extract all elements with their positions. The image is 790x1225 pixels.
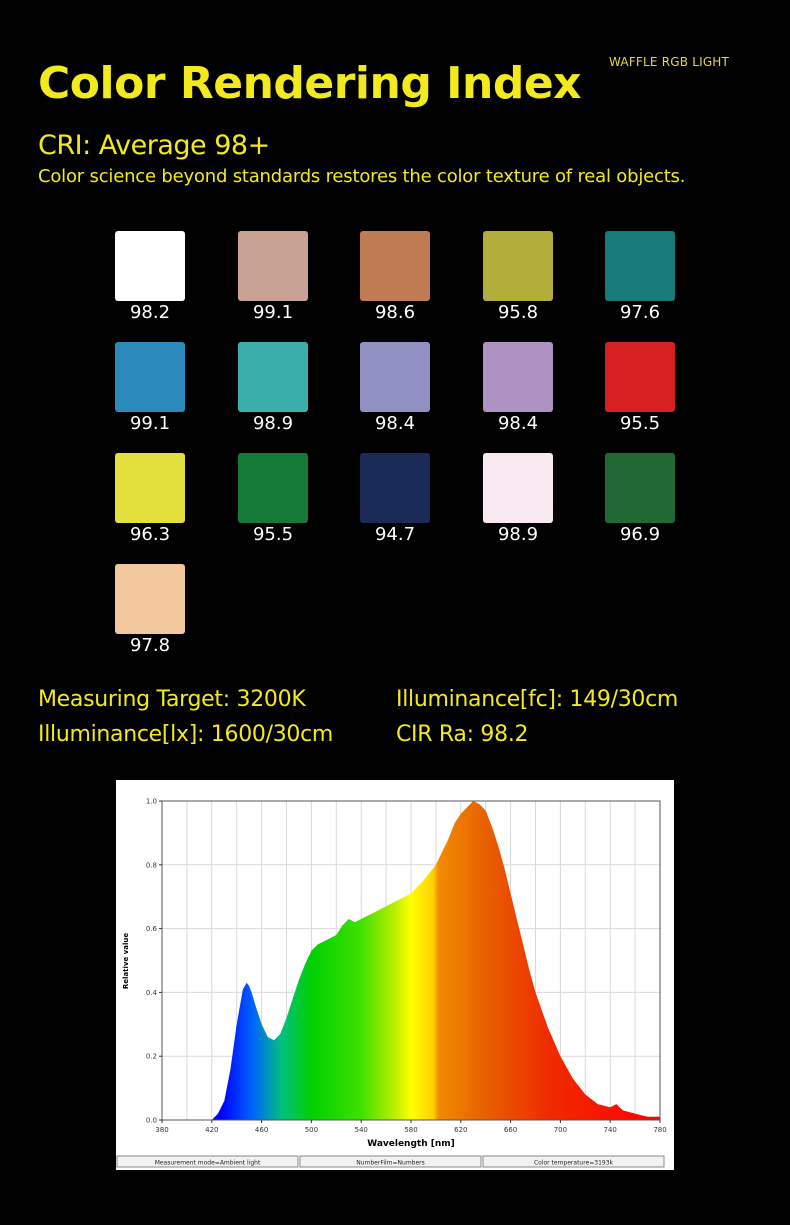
x-tick-label: 780 xyxy=(653,1126,666,1134)
cri-value: 97.8 xyxy=(129,635,171,656)
cri-value: 98.2 xyxy=(129,302,171,323)
spectrum-chart: 380 420 460 500 540 580 620 660 700 740 780 0.0 0.2 0… xyxy=(116,780,674,1170)
color-swatch xyxy=(238,231,308,301)
color-swatch xyxy=(115,342,185,412)
x-tick-label: 380 xyxy=(155,1126,168,1134)
y-tick-label: 1.0 xyxy=(146,798,157,806)
swatch-item: 98.4 xyxy=(473,342,563,442)
cri-value: 96.9 xyxy=(619,524,661,545)
swatch-item: 95.8 xyxy=(473,231,563,331)
x-tick-label: 420 xyxy=(205,1126,218,1134)
cri-value: 94.7 xyxy=(374,524,416,545)
cri-value: 98.9 xyxy=(252,413,294,434)
spectrum-chart-svg: 380 420 460 500 540 580 620 660 700 740 780 0.0 0.2 0… xyxy=(116,798,667,1168)
swatch-item: 98.6 xyxy=(350,231,440,331)
swatch-grid: 98.2 99.1 98.6 95.8 97.6 99.1 98.9 98.4 98.4 95.5… xyxy=(105,231,685,664)
footer-label: NumberFilm=Numbers xyxy=(356,1160,425,1167)
y-tick-label: 0.0 xyxy=(146,1117,157,1125)
cri-value: 98.6 xyxy=(374,302,416,323)
cri-value: 95.8 xyxy=(497,302,539,323)
x-tick-label: 500 xyxy=(305,1126,318,1134)
color-swatch xyxy=(238,342,308,412)
cri-value: 99.1 xyxy=(252,302,294,323)
footer-box xyxy=(299,1155,482,1168)
x-tick-label: 580 xyxy=(404,1126,417,1134)
cri-value: 98.9 xyxy=(497,524,539,545)
swatch-item: 97.8 xyxy=(105,564,195,664)
cri-value: 95.5 xyxy=(252,524,294,545)
footer-label: Measurement mode=Ambient light xyxy=(155,1160,261,1167)
footer-box xyxy=(482,1155,665,1168)
color-swatch xyxy=(115,453,185,523)
footer-box xyxy=(116,1155,299,1168)
cri-value: 95.5 xyxy=(619,413,661,434)
swatch-item: 99.1 xyxy=(105,342,195,442)
page-title: Color Rendering Index xyxy=(38,58,582,109)
color-swatch xyxy=(360,231,430,301)
swatch-item: 98.4 xyxy=(350,342,440,442)
subtitle: Color science beyond standards restores … xyxy=(38,166,686,187)
illuminance-lx: Illuminance[lx]: 1600/30cm xyxy=(38,722,334,747)
x-tick-label: 740 xyxy=(604,1126,617,1134)
footer-label: Color temperature=3193k xyxy=(534,1160,614,1167)
illuminance-fc: Illuminance[fc]: 149/30cm xyxy=(396,687,679,712)
cri-value: 99.1 xyxy=(129,413,171,434)
color-swatch xyxy=(605,342,675,412)
color-swatch xyxy=(483,231,553,301)
x-axis-label: Wavelength [nm] xyxy=(367,1139,455,1149)
color-swatch xyxy=(115,564,185,634)
color-swatch xyxy=(238,453,308,523)
cri-value: 97.6 xyxy=(619,302,661,323)
color-swatch xyxy=(605,453,675,523)
color-swatch xyxy=(360,453,430,523)
swatch-item: 98.9 xyxy=(473,453,563,553)
swatch-item: 96.3 xyxy=(105,453,195,553)
color-swatch xyxy=(483,453,553,523)
x-tick-label: 620 xyxy=(454,1126,467,1134)
swatch-item: 99.1 xyxy=(228,231,318,331)
color-swatch xyxy=(483,342,553,412)
x-tick-label: 460 xyxy=(255,1126,268,1134)
cri-value: 98.4 xyxy=(374,413,416,434)
cri-average: CRI: Average 98+ xyxy=(38,130,270,161)
swatch-item: 94.7 xyxy=(350,453,440,553)
swatch-item: 97.6 xyxy=(595,231,685,331)
color-swatch xyxy=(360,342,430,412)
cri-value: 98.4 xyxy=(497,413,539,434)
brand-label: WAFFLE RGB LIGHT xyxy=(609,55,730,69)
x-tick-label: 540 xyxy=(355,1126,368,1134)
swatch-item: 98.2 xyxy=(105,231,195,331)
swatch-item: 95.5 xyxy=(595,342,685,442)
x-tick-label: 660 xyxy=(504,1126,517,1134)
swatch-item: 98.9 xyxy=(228,342,318,442)
color-swatch xyxy=(115,231,185,301)
cir-ra: CIR Ra: 98.2 xyxy=(396,722,529,747)
x-tick-label: 700 xyxy=(554,1126,567,1134)
y-tick-label: 0.8 xyxy=(146,861,157,869)
swatch-item: 95.5 xyxy=(228,453,318,553)
measuring-target: Measuring Target: 3200K xyxy=(38,687,306,712)
y-tick-label: 0.2 xyxy=(146,1053,157,1061)
swatch-item: 96.9 xyxy=(595,453,685,553)
spectrum-area xyxy=(162,801,660,1120)
color-swatch xyxy=(605,231,675,301)
cri-value: 96.3 xyxy=(129,524,171,545)
y-tick-label: 0.4 xyxy=(146,989,158,997)
y-tick-label: 0.6 xyxy=(146,925,158,933)
y-axis-label: Relative value xyxy=(122,933,130,989)
